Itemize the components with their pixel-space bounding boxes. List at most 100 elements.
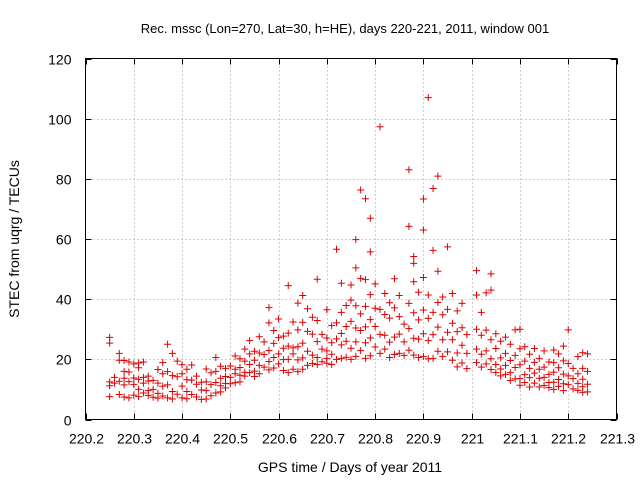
data-point [487,336,495,344]
data-point [323,359,331,367]
data-point [164,394,172,402]
data-point [275,315,283,323]
data-point [579,349,587,357]
data-point [559,357,567,365]
data-point [197,386,205,394]
data-point [361,354,369,362]
data-point [159,382,167,390]
data-point [149,376,157,384]
data-point [250,356,258,364]
y-tick-label: 100 [48,112,72,128]
data-point [439,352,447,360]
data-point [366,316,374,324]
data-point [323,347,331,355]
plot-frame [85,58,617,420]
data-point [555,382,563,390]
data-point [559,342,567,350]
data-point [400,351,408,359]
data-point [347,317,355,325]
data-point [352,338,360,346]
data-point [202,365,210,373]
data-point [497,354,505,362]
data-point [482,347,490,355]
data-point [439,336,447,344]
data-point [386,299,394,307]
data-point [366,291,374,299]
data-point [135,393,143,401]
data-point [144,377,152,385]
data-point [429,246,437,254]
data-point [535,365,543,373]
data-point [260,363,268,371]
data-point [236,371,244,379]
grid-lines [85,58,617,420]
data-point [419,195,427,203]
data-point [584,367,592,375]
data-point [299,365,307,373]
data-point [270,364,278,372]
data-point [255,349,263,357]
data-point [207,381,215,389]
data-point [246,337,254,345]
data-point [313,317,321,325]
x-tick-label: 220.4 [165,431,200,447]
data-point [193,393,201,401]
data-point [202,387,210,395]
data-point [516,381,524,389]
data-point [347,355,355,363]
data-point [168,388,176,396]
data-point [473,291,481,299]
data-point [212,378,220,386]
x-tick-label: 221.1 [503,431,538,447]
data-point [255,333,263,341]
data-point [395,292,403,300]
data-point [535,374,543,382]
data-point [545,358,553,366]
data-point [183,388,191,396]
data-point [144,391,152,399]
data-point [501,370,509,378]
data-point [530,358,538,366]
data-point [453,349,461,357]
data-point [154,366,162,374]
y-axis-label: STEC from uqrg / TECUs [6,160,22,318]
data-point [164,381,172,389]
data-point [154,394,162,402]
data-point [337,329,345,337]
data-point [120,367,128,375]
data-point [173,357,181,365]
data-point [501,361,509,369]
x-tick-label: 220.8 [358,431,393,447]
data-point [506,340,514,348]
data-point [376,123,384,131]
data-point [487,270,495,278]
data-point [260,338,268,346]
data-point [299,339,307,347]
data-point [115,377,123,385]
data-point [535,383,543,391]
data-point [260,351,268,359]
data-point [540,373,548,381]
data-point [154,379,162,387]
data-point [390,275,398,283]
data-point [231,379,239,387]
data-point [279,344,287,352]
data-point [395,313,403,321]
y-tick-label: 20 [56,352,72,368]
data-point [559,387,567,395]
data-point [212,367,220,375]
data-point [415,335,423,343]
data-point [231,370,239,378]
data-point [313,354,321,362]
data-point [323,306,331,314]
data-point [241,345,249,353]
data-point [526,364,534,372]
data-point [159,392,167,400]
data-point [497,365,505,373]
data-point [250,347,258,355]
data-point [487,286,495,294]
data-point [226,380,234,388]
data-point [275,350,283,358]
data-point [125,358,133,366]
